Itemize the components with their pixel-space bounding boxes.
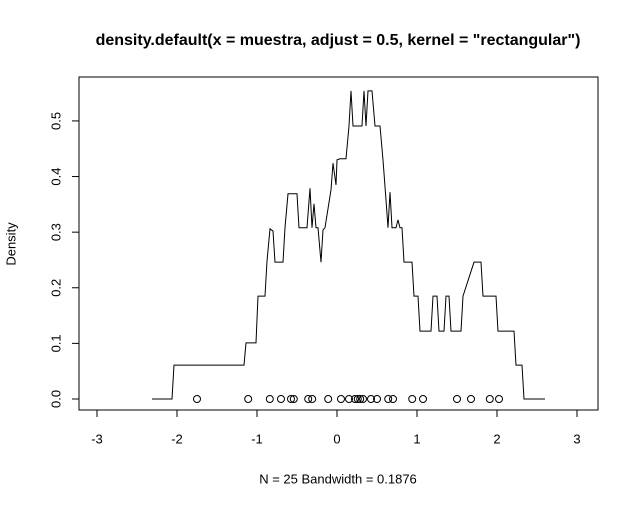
rug-point [419,394,427,403]
rug-point [244,394,253,403]
x-tick-label: 3 [573,431,580,446]
rug-point [265,394,274,403]
rug-point [345,394,353,403]
y-tick-label: 0.5 [48,112,63,130]
rug-point [353,394,362,403]
x-tick-label: 1 [413,431,420,446]
rug-point [408,394,417,403]
rug-point [337,394,345,403]
x-axis-label: N = 25 Bandwidth = 0.1876 [259,471,417,486]
rug-point [287,394,295,403]
rug-point [373,394,381,403]
rug-point [304,394,313,403]
plot-box [78,76,599,411]
rug-point [467,394,475,403]
rug-point [324,394,333,403]
y-tick-label: 0.3 [48,223,63,241]
rug-point [384,394,393,403]
density-line [152,90,545,400]
rug-point [356,394,365,403]
y-tick-label: 0.2 [48,279,63,297]
rug-point [495,394,503,403]
x-tick-label: -1 [251,431,263,446]
rug-point [453,394,461,403]
rug-point [389,394,397,403]
y-tick-label: 0.0 [48,390,63,408]
y-tick-label: 0.4 [48,168,63,186]
rug-point [277,394,285,403]
rug-point [359,394,367,403]
chart-title: density.default(x = muestra, adjust = 0.… [96,32,581,49]
x-tick-label: -3 [91,431,103,446]
y-tick-label: 0.1 [48,334,63,352]
x-tick-label: 2 [493,431,500,446]
rug-point [308,394,317,403]
x-tick-label: 0 [333,431,340,446]
rug-point [367,394,375,403]
x-tick-label: -2 [171,431,183,446]
rug-point [485,394,494,403]
rug-point [193,394,201,403]
rug-point [351,394,359,403]
y-axis-label: Density [3,222,18,266]
rug-point [289,394,298,403]
